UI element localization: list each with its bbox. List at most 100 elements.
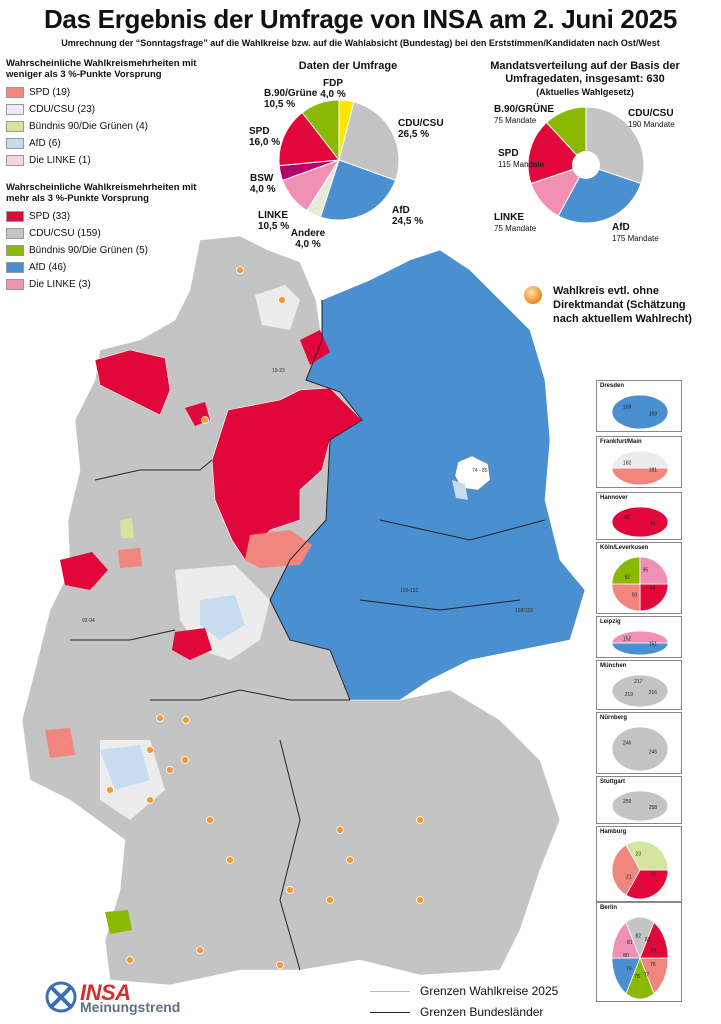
- inset-district-label: 246: [623, 741, 632, 747]
- seats-label-afd: AfD 175 Mandate: [612, 222, 659, 244]
- seats-label-party: AfD: [612, 222, 630, 233]
- inset-caption: Frankfurt/Main: [600, 439, 642, 445]
- inset-district-label: 259: [623, 799, 632, 805]
- map-orange-marker: [346, 856, 354, 864]
- inset-caption: Nürnberg: [600, 715, 627, 721]
- inset-district: [611, 506, 669, 538]
- inset-district-label: 217: [634, 679, 643, 685]
- inset-district: [611, 556, 641, 585]
- logo-tagline: Meinungstrend: [80, 999, 181, 1015]
- inset-district: [611, 957, 641, 995]
- map-orange-marker: [126, 956, 134, 964]
- page-title: Das Ergebnis der Umfrage von INSA am 2. …: [43, 4, 678, 34]
- legend-weak-label: SPD (19): [29, 87, 71, 98]
- inset-district-label: 42: [624, 515, 630, 521]
- inset-district-label: 92: [624, 575, 630, 581]
- poll-label-party: LINKE: [258, 210, 288, 221]
- map-region-label: 92-94: [82, 618, 95, 624]
- poll-label-party: FDP: [323, 78, 343, 89]
- seats-label-linke: LINKE 75 Mandate: [494, 212, 536, 234]
- map-state-borders: [70, 300, 546, 971]
- legend-weak-swatch: [6, 121, 24, 132]
- poll-slice-cdu-csu: [338, 101, 400, 181]
- inset-m-nchen: 216 219 217 München: [596, 660, 682, 710]
- inset-map: 216 219 217: [611, 674, 669, 708]
- seats-label-party: CDU/CSU: [628, 108, 674, 119]
- map-afd-weak-bw: [100, 745, 150, 790]
- poll-label-party: SPD: [249, 126, 270, 137]
- poll-label-value: 16,0 %: [249, 137, 281, 148]
- poll-label-value: 26,5 %: [398, 129, 430, 140]
- seats-label-party: SPD: [498, 148, 519, 159]
- inset-district-label: 152: [623, 637, 632, 643]
- inset-district: [625, 840, 669, 871]
- inset-district-label: 219: [625, 692, 634, 698]
- seats-slice-b-90-gr-ne: [545, 106, 587, 167]
- inset-map: 245 246: [611, 726, 669, 772]
- legend-strong-item: SPD (33): [6, 208, 201, 225]
- inset-district: [625, 916, 655, 960]
- inset-berlin: 76 77 78 79 80 81 82 83 84 Berlin: [596, 902, 682, 1002]
- inset-map: 159 158: [611, 394, 669, 430]
- inset-caption: Dresden: [600, 383, 625, 389]
- poll-pie: [278, 99, 400, 221]
- poll-label-value: 4,0 %: [295, 239, 321, 250]
- map-region-label: 150-152: [400, 588, 419, 594]
- inset-leipzig: 151 152 Leipzig: [596, 616, 682, 658]
- legend-strong-item: Die LINKE (3): [6, 276, 201, 293]
- germany-map: [21, 235, 586, 986]
- poll-label-party: Andere: [290, 228, 326, 239]
- seats-label-b-90-gr-ne: B.90/GRÜNE 75 Mandate: [494, 104, 554, 126]
- map-orange-marker: [206, 816, 214, 824]
- map-orange-marker: [182, 716, 190, 724]
- legend-strong-item: Bündnis 90/Die Grünen (5): [6, 242, 201, 259]
- inset-district: [611, 642, 669, 656]
- poll-label-b-90-gr-ne: B.90/Grüne 10,5 %: [264, 88, 317, 110]
- seats-pie: [527, 106, 645, 224]
- seats-label-cdu-csu: CDU/CSU 190 Mandate: [628, 108, 675, 130]
- inset-district-label: 158: [623, 405, 632, 411]
- map-berlin-afd-weak: [452, 480, 468, 500]
- inset-district: [639, 556, 669, 585]
- inset-n-rnberg: 245 246 Nürnberg: [596, 712, 682, 774]
- seats-slice-cdu-csu: [585, 106, 645, 185]
- seats-label-value: 75 Mandate: [494, 224, 537, 233]
- inset-frankfurt-main: 181 182 Frankfurt/Main: [596, 436, 682, 488]
- legend-weak-label: Die LINKE (1): [29, 155, 91, 166]
- legend-strong-swatch: [6, 245, 24, 256]
- poll-slice-b-90-gr-ne: [301, 99, 340, 162]
- inset-district-label: 93: [632, 592, 638, 598]
- map-orange-marker: [226, 856, 234, 864]
- map-orange-markers: [106, 266, 424, 969]
- map-afd-weak-hesse: [200, 595, 245, 640]
- poll-slice-spd: [278, 111, 340, 167]
- inset-district: [625, 956, 655, 1000]
- inset-dresden: 159 158 Dresden: [596, 380, 682, 432]
- inset-district: [611, 726, 669, 772]
- map-orange-marker: [326, 896, 334, 904]
- inset-district: [611, 921, 641, 959]
- legend-strong-label: AfD (46): [29, 262, 67, 273]
- inset-district-label: 79: [626, 966, 632, 972]
- inset-map: 181 182: [611, 450, 669, 486]
- poll-label-value: 10,5 %: [258, 221, 290, 232]
- inset-district: [639, 583, 669, 612]
- map-region-label: 158/159: [515, 608, 533, 614]
- inset-district-label: 78: [634, 974, 640, 980]
- inset-district-label: 82: [635, 934, 641, 940]
- legend-weak-item: Die LINKE (1): [6, 152, 201, 169]
- seats-label-spd: SPD 115 Mandate: [498, 148, 544, 170]
- inset-district-label: 77: [644, 972, 650, 978]
- poll-label-bsw: BSW 4,0 %: [250, 173, 276, 195]
- map-orange-marker: [106, 786, 114, 794]
- inset-district: [611, 450, 669, 469]
- seats-label-value: 175 Mandate: [612, 234, 659, 243]
- logo-brand: INSA: [80, 980, 131, 1005]
- seats-label-value: 190 Mandate: [628, 120, 675, 129]
- legend-weak-swatch: [6, 104, 24, 115]
- inset-district: [611, 790, 669, 822]
- inset-stuttgart: 258 259 Stuttgart: [596, 776, 682, 824]
- seats-slice-spd: [527, 121, 587, 185]
- inset-map: 19 21 23: [611, 840, 669, 900]
- seats-label-value: 115 Mandate: [498, 160, 545, 169]
